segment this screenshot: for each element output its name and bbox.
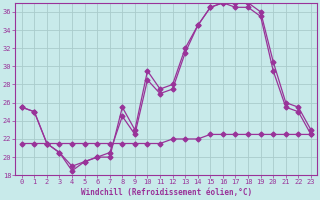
X-axis label: Windchill (Refroidissement éolien,°C): Windchill (Refroidissement éolien,°C) <box>81 188 252 197</box>
